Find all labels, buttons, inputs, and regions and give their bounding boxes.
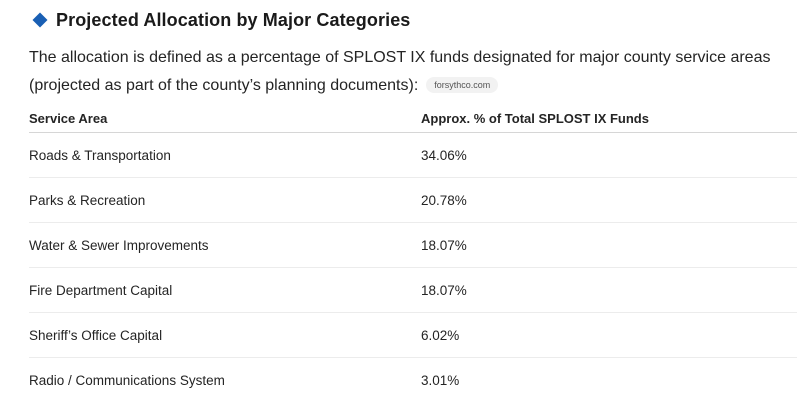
service-area-cell: Parks & Recreation	[29, 177, 421, 223]
column-header-percent: Approx. % of Total SPLOST IX Funds	[421, 104, 797, 133]
column-header-service-area: Service Area	[29, 104, 421, 133]
intro-text: The allocation is defined as a percentag…	[29, 49, 771, 94]
allocation-table: Service Area Approx. % of Total SPLOST I…	[29, 104, 797, 402]
table-row: Sheriff’s Office Capital 6.02%	[29, 312, 797, 358]
service-area-cell: Roads & Transportation	[29, 132, 421, 178]
table-row: Roads & Transportation 34.06%	[29, 132, 797, 178]
section-heading: Projected Allocation by Major Categories	[32, 8, 410, 32]
source-citation-link[interactable]: forsythco.com	[426, 77, 499, 93]
table-row: Water & Sewer Improvements 18.07%	[29, 222, 797, 268]
service-area-cell: Radio / Communications System	[29, 372, 225, 388]
percent-cell: 20.78%	[421, 177, 797, 223]
percent-cell: 3.01%	[421, 372, 460, 388]
percent-cell: 18.07%	[421, 222, 797, 268]
intro-paragraph: The allocation is defined as a percentag…	[29, 44, 789, 100]
section-title: Projected Allocation by Major Categories	[56, 9, 411, 30]
service-area-cell: Water & Sewer Improvements	[29, 222, 421, 268]
percent-cell: 34.06%	[421, 132, 797, 178]
service-area-cell: Sheriff’s Office Capital	[29, 312, 421, 358]
percent-cell: 6.02%	[421, 312, 797, 358]
table-row: Parks & Recreation 20.78%	[29, 177, 797, 223]
percent-cell: 18.07%	[421, 267, 797, 313]
table-header-row: Service Area Approx. % of Total SPLOST I…	[29, 104, 797, 133]
table-row: Radio / Communications System 3.01%	[29, 358, 797, 403]
diamond-icon	[32, 12, 48, 28]
table-row: Fire Department Capital 18.07%	[29, 267, 797, 313]
service-area-cell: Fire Department Capital	[29, 267, 421, 313]
